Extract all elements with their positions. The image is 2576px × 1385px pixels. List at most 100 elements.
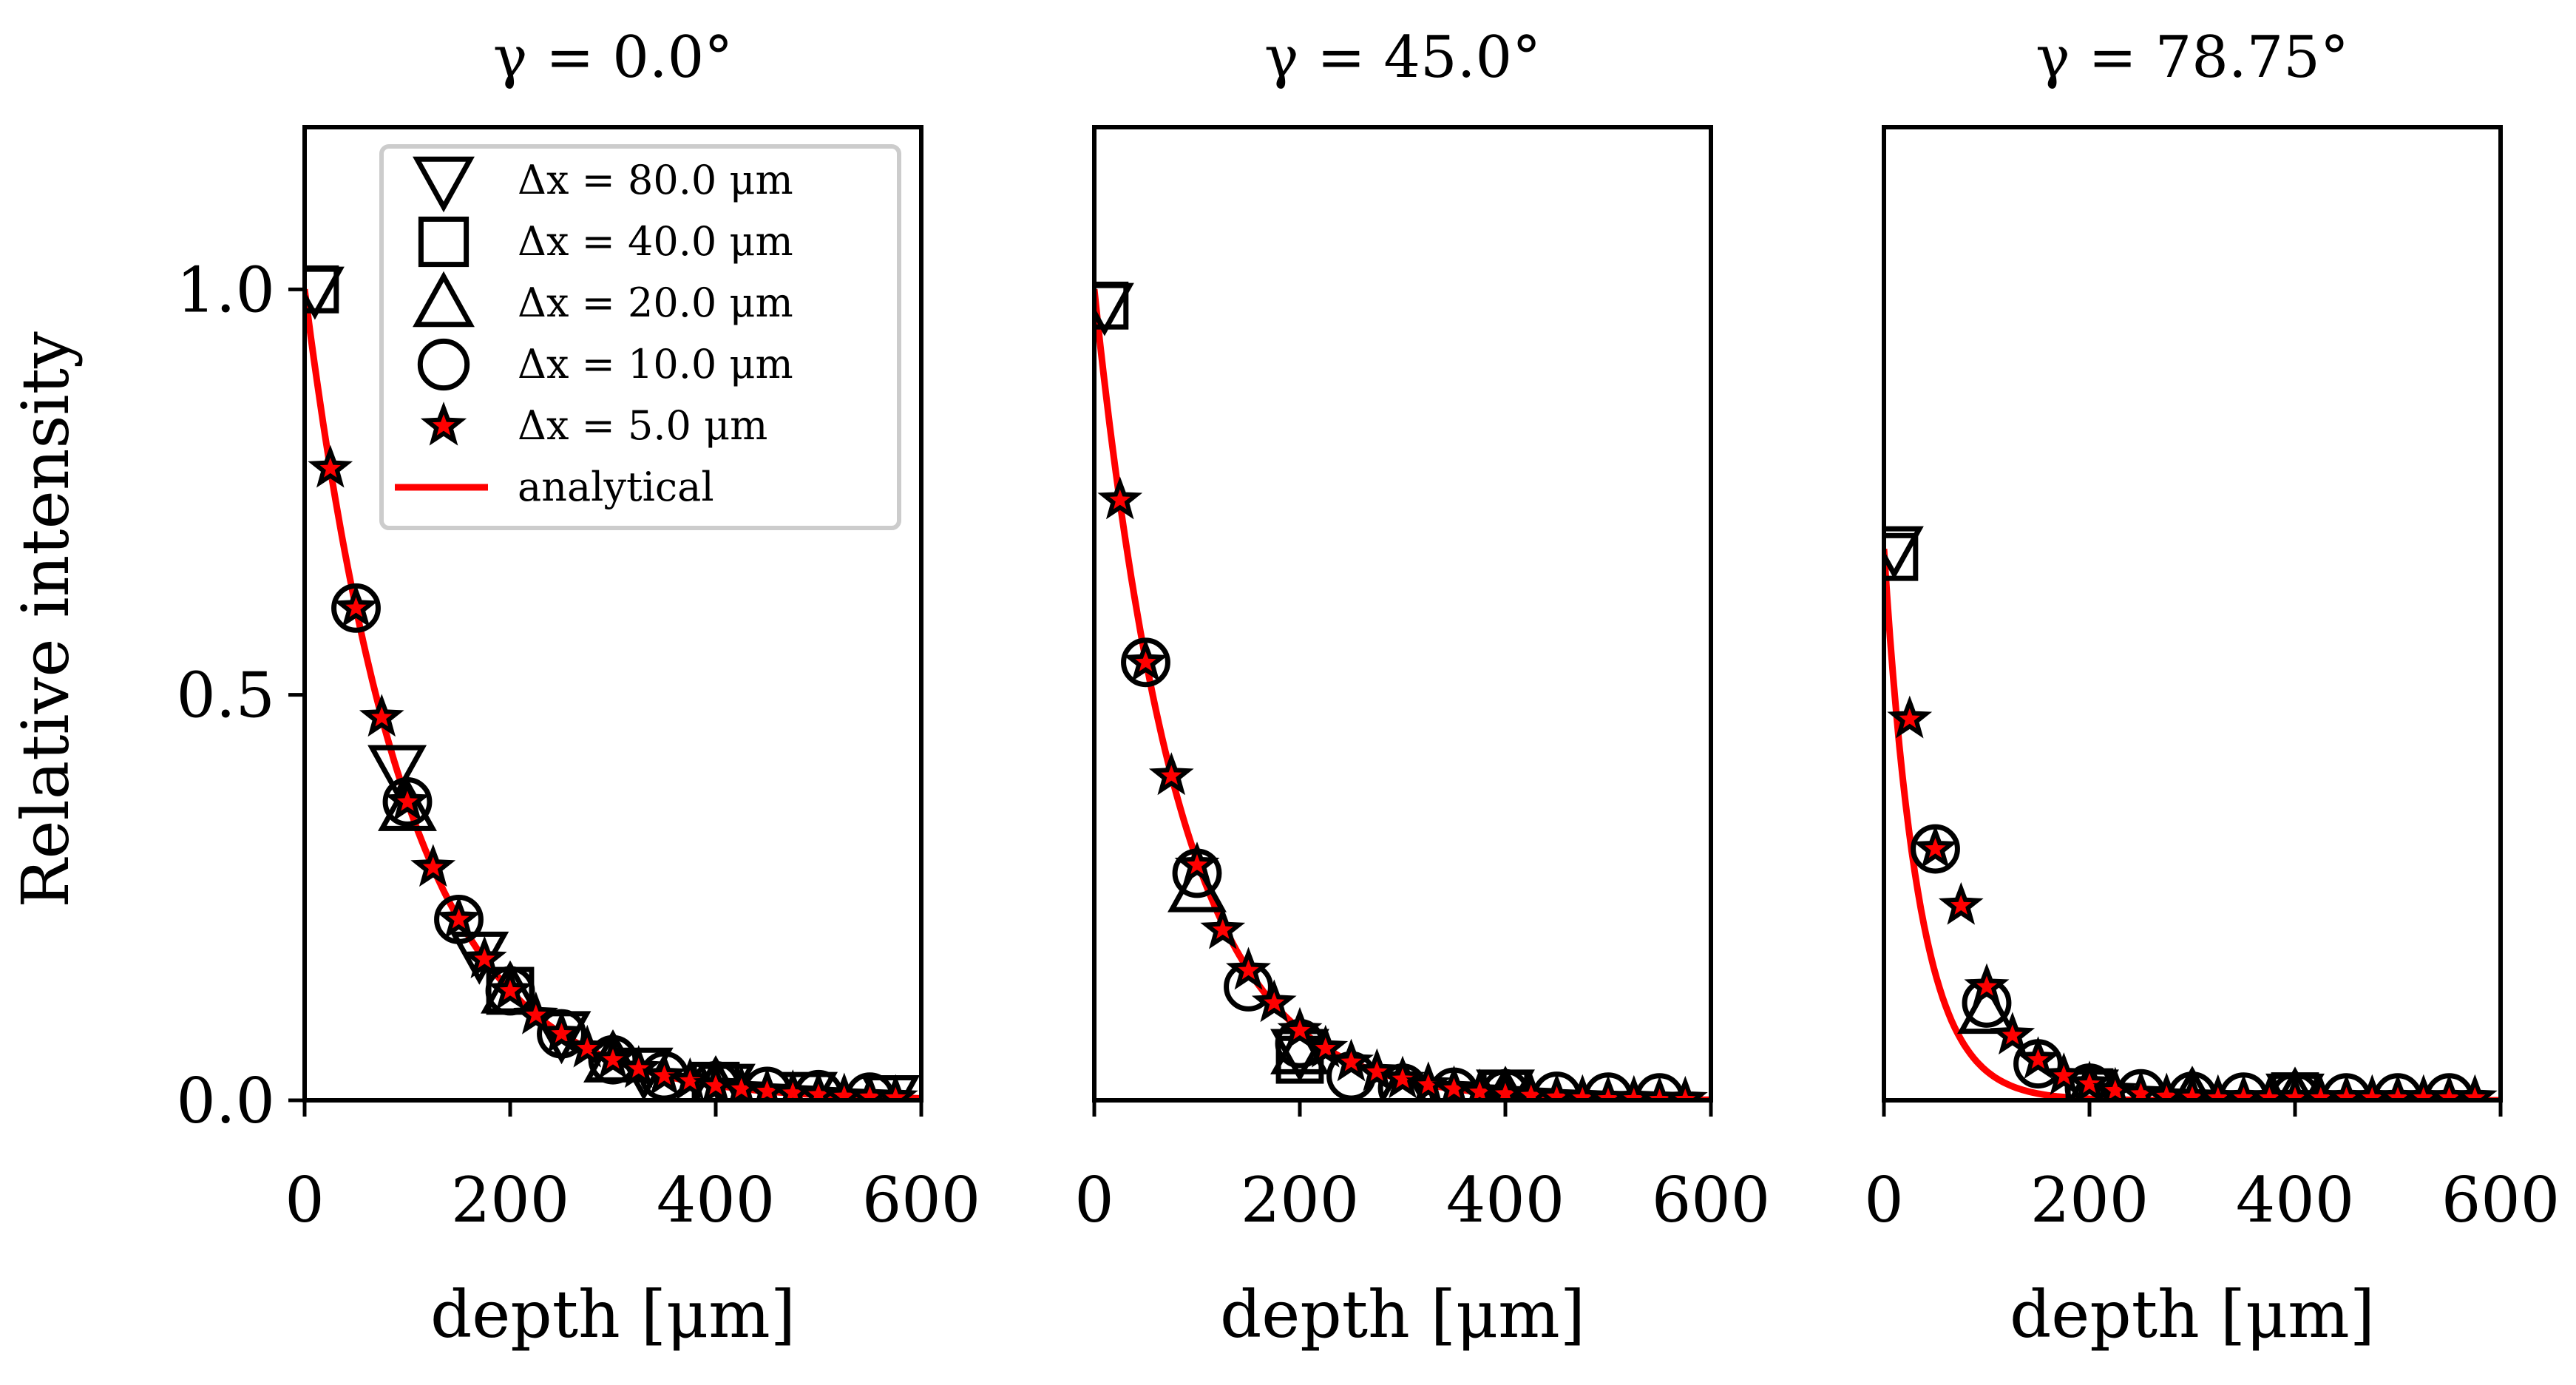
axes-frame	[1882, 125, 2503, 1103]
data-point-star	[616, 1045, 662, 1088]
series-x-5-0-m	[308, 444, 918, 1100]
data-point-star	[667, 1057, 713, 1100]
x-tick-label: 200	[1241, 1164, 1359, 1236]
panels: γ = 0.0° depth [μm] 0 200 400 600 0.0 0.5 1.0 Δx …	[176, 24, 2560, 1352]
data-point-star	[1148, 752, 1194, 796]
data-point-star	[693, 1062, 739, 1100]
panel-title: γ = 78.75°	[2036, 24, 2349, 91]
legend-label: Δx = 80.0 μm	[518, 157, 793, 203]
data-point-star	[719, 1065, 765, 1100]
data-point-star	[1662, 1075, 1708, 1100]
data-point-star	[2041, 1052, 2087, 1095]
data-point-triangle-down	[1094, 282, 1134, 336]
analytical-curve	[1094, 288, 1711, 1100]
data-point-star	[1123, 638, 1168, 682]
data-point-star	[872, 1074, 918, 1100]
legend: Δx = 80.0 μm Δx = 40.0 μm Δx = 20.0 μm Δx =…	[379, 144, 901, 530]
axes-frame	[1092, 125, 1713, 1103]
x-tick-label: 400	[1446, 1164, 1565, 1236]
x-tick-label: 600	[1652, 1164, 1770, 1236]
legend-label: Δx = 20.0 μm	[518, 280, 793, 326]
data-point-star	[2092, 1066, 2138, 1100]
legend-marker-square	[418, 216, 470, 268]
data-point-star	[513, 991, 559, 1034]
data-point-star	[1251, 979, 1297, 1023]
legend-label: Δx = 40.0 μm	[518, 218, 793, 265]
data-point-triangle-down	[367, 745, 427, 799]
data-point-triangle-up	[1270, 1020, 1329, 1074]
x-tick-label: 400	[657, 1164, 775, 1236]
y-tick-label: 0.5	[176, 660, 275, 732]
plot-area	[1884, 526, 2501, 1100]
legend-label: Δx = 10.0 μm	[518, 341, 793, 387]
legend-marker-triangle-down	[413, 156, 475, 213]
data-point-triangle-up	[1957, 981, 2016, 1034]
series-x-5-0-m	[1097, 476, 1708, 1100]
data-point-triangle-up	[1167, 859, 1227, 912]
data-point-star	[333, 584, 379, 628]
data-point-star	[1938, 881, 1984, 925]
data-point-star	[1354, 1048, 1400, 1091]
legend-label: analytical	[518, 464, 714, 510]
legend-marker-circle	[417, 338, 470, 391]
x-tick-label: 600	[862, 1164, 980, 1236]
data-point-triangle-down	[305, 266, 345, 320]
data-point-star	[590, 1036, 636, 1080]
panel-title: γ = 45.0°	[1264, 24, 1541, 91]
x-axis-label: depth [μm]	[430, 1276, 796, 1352]
data-point-star	[2118, 1070, 2163, 1100]
data-point-triangle-down	[861, 1075, 921, 1100]
series-x-80-0-m	[1094, 282, 1535, 1100]
data-point-star	[1990, 1012, 2036, 1055]
data-point-star	[461, 935, 507, 979]
data-point-triangle-up	[378, 777, 437, 831]
x-tick-label: 200	[451, 1164, 569, 1236]
data-point-star	[2067, 1060, 2112, 1100]
data-point-star	[1913, 825, 1958, 868]
data-point-star	[1200, 906, 1246, 949]
y-axis-label: Relative intensity	[7, 331, 84, 908]
data-point-star	[1303, 1024, 1349, 1068]
data-point-star	[539, 1010, 584, 1053]
analytical-curve	[1884, 549, 2501, 1100]
data-point-star	[1406, 1061, 1451, 1100]
data-point-star	[564, 1024, 610, 1068]
x-axis-label: depth [μm]	[2010, 1276, 2375, 1352]
data-point-star	[1174, 842, 1220, 884]
data-point-star	[1380, 1055, 1426, 1099]
x-tick-label: 0	[1864, 1164, 1903, 1236]
x-axis-label: depth [μm]	[1220, 1276, 1585, 1352]
x-tick-label: 400	[2236, 1164, 2354, 1236]
legend-box	[379, 144, 901, 530]
data-point-star	[1887, 695, 1933, 739]
data-point-star	[642, 1052, 687, 1095]
panel-title: γ = 0.0°	[493, 24, 733, 91]
data-point-star	[410, 844, 456, 887]
data-point-star	[2016, 1036, 2061, 1080]
data-point-square	[1884, 532, 1919, 581]
axes-frame	[302, 125, 923, 1103]
data-point-star	[308, 444, 353, 488]
data-point-star	[2452, 1074, 2498, 1100]
data-point-triangle-up	[1378, 1057, 1427, 1100]
data-point-star	[1097, 476, 1143, 520]
series-x-5-0-m	[1887, 695, 2498, 1100]
plot-area	[1094, 281, 1711, 1100]
data-point-star	[487, 966, 533, 1010]
data-point-star	[1964, 963, 2010, 1006]
x-tick-label: 600	[2441, 1164, 2560, 1236]
data-point-star	[1277, 1006, 1323, 1050]
x-tick-label: 0	[1074, 1164, 1114, 1236]
y-tick-label: 0.0	[176, 1065, 275, 1137]
legend-marker-star	[420, 402, 467, 446]
data-point-star	[1431, 1065, 1477, 1100]
plot-area	[305, 265, 921, 1100]
series-x-40-0-m	[1094, 281, 1530, 1100]
data-point-star	[1226, 947, 1271, 990]
panel-3: γ = 78.75° depth [μm] 0 200 400 600	[1864, 24, 2560, 1352]
data-point-star	[384, 778, 430, 822]
x-tick-label: 0	[285, 1164, 324, 1236]
data-point-triangle-down	[1884, 526, 1924, 580]
x-tick-label: 200	[2030, 1164, 2149, 1236]
data-point-square	[305, 265, 339, 314]
